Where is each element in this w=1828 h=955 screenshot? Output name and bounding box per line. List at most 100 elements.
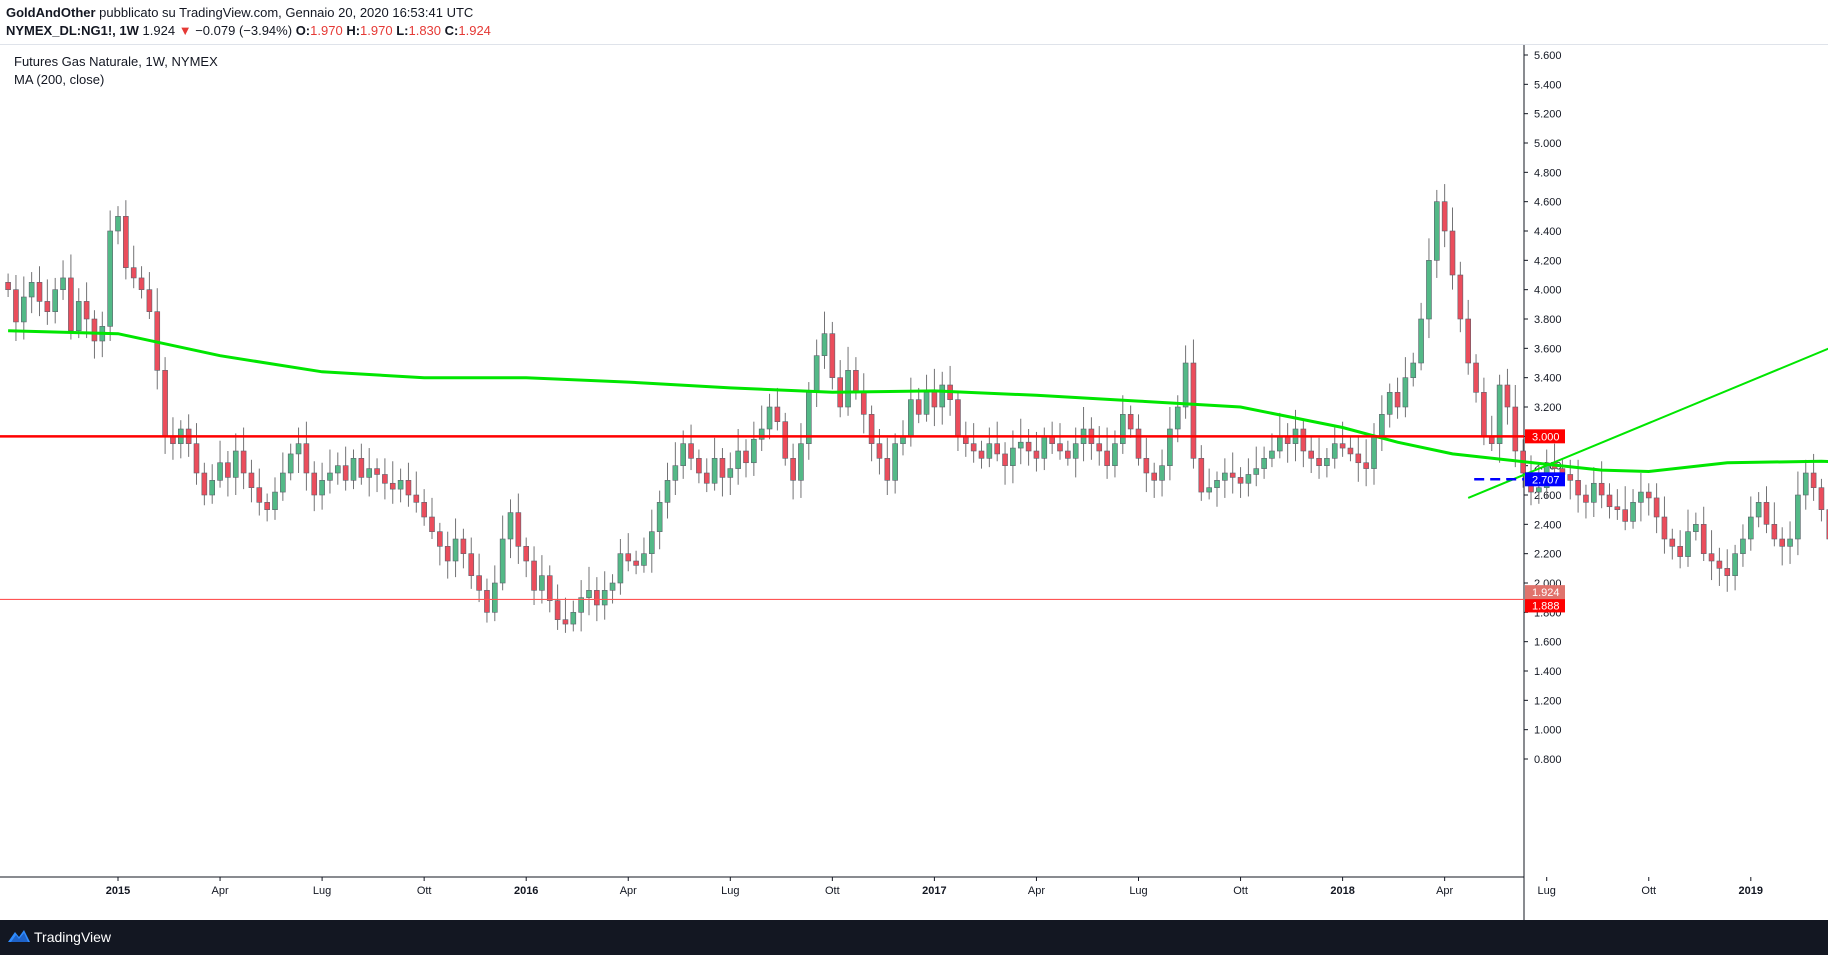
- candle-body: [429, 516, 435, 532]
- candle-body: [130, 267, 137, 279]
- chart-frame[interactable]: 0.800 1.000 1.200 1.400 1.600 1.800 2.000 2.200…: [0, 44, 1828, 921]
- candle-body: [1300, 428, 1307, 452]
- candle: [217, 440, 223, 488]
- candle-body: [1591, 482, 1597, 503]
- candle-body: [1190, 362, 1197, 459]
- candle: [1638, 473, 1644, 522]
- candle: [648, 509, 655, 573]
- candle-body: [539, 575, 545, 591]
- candle: [711, 437, 718, 491]
- candle-body: [1269, 450, 1275, 459]
- candle: [476, 553, 482, 603]
- tradingview-logo-icon[interactable]: [8, 929, 30, 943]
- price-tick-label: 2.200: [1534, 549, 1562, 561]
- publish-header: GoldAndOther pubblicato su TradingView.c…: [0, 0, 1828, 44]
- price-tick-label: 5.200: [1534, 109, 1562, 121]
- candle-body: [790, 458, 796, 481]
- candle: [1222, 458, 1228, 498]
- candle: [680, 430, 687, 479]
- candle-body: [83, 301, 90, 320]
- candle-body: [1229, 472, 1236, 478]
- candle: [83, 282, 90, 339]
- candle: [1818, 478, 1825, 522]
- candle-body: [1622, 509, 1628, 522]
- candle: [1363, 439, 1369, 487]
- candle-body: [1010, 447, 1016, 466]
- candle-body: [1614, 506, 1621, 510]
- candle: [1159, 449, 1165, 497]
- price-axis: 0.8001.0001.2001.4001.6001.8002.0002.200…: [1524, 50, 1562, 766]
- candle: [1473, 354, 1479, 403]
- candle-body: [1598, 482, 1605, 496]
- tradingview-brand[interactable]: TradingView: [34, 929, 112, 945]
- candle-body: [688, 443, 694, 459]
- candle-body: [1355, 453, 1362, 464]
- candle-body: [751, 438, 757, 464]
- candle-body: [491, 582, 498, 613]
- price-tag-label: 2.707: [1532, 474, 1560, 486]
- candle-body: [248, 472, 255, 488]
- candle-body: [1096, 443, 1103, 452]
- candle: [546, 565, 553, 613]
- candle: [1418, 302, 1424, 371]
- candle-body: [1339, 443, 1346, 449]
- candle: [1795, 471, 1801, 556]
- candle: [570, 600, 577, 632]
- candle: [107, 210, 113, 341]
- close-label: C:: [444, 23, 459, 38]
- candle: [1771, 502, 1778, 547]
- candle-body: [813, 355, 820, 393]
- candle-body: [1033, 450, 1040, 459]
- price-tick-label: 5.000: [1534, 138, 1562, 150]
- candle-body: [1426, 260, 1432, 320]
- candle-body: [680, 443, 687, 466]
- candle: [688, 424, 694, 471]
- candle-body: [1371, 436, 1377, 469]
- candle: [1057, 423, 1063, 460]
- trend-line: [1467, 347, 1828, 499]
- candle-body: [107, 230, 113, 327]
- candle-body: [1810, 472, 1817, 488]
- publish-date: pubblicato su TradingView.com, Gennaio 2…: [99, 5, 474, 20]
- candle: [1787, 521, 1793, 564]
- candle: [437, 522, 443, 566]
- candle-body: [1261, 458, 1267, 469]
- candle: [735, 429, 741, 485]
- price-chart[interactable]: 0.8001.0001.2001.4001.6001.8002.0002.200…: [0, 45, 1828, 921]
- candle: [1465, 299, 1471, 375]
- candle-body: [1206, 487, 1212, 493]
- candle: [633, 550, 639, 575]
- candle-body: [711, 458, 718, 484]
- candle: [44, 279, 51, 325]
- candle-body: [1167, 428, 1173, 466]
- price-tick-label: 5.600: [1534, 50, 1562, 62]
- symbol-info: NYMEX_DL:NG1!, 1W 1.924 ▼ −0.079 (−3.94%…: [6, 23, 491, 38]
- candle: [531, 546, 537, 605]
- candle: [1732, 544, 1738, 591]
- candle: [703, 458, 710, 493]
- candle-body: [829, 333, 836, 378]
- publish-info: GoldAndOther pubblicato su TradingView.c…: [6, 5, 473, 20]
- candle: [1151, 462, 1157, 498]
- candle: [1779, 527, 1785, 566]
- candle-body: [515, 512, 522, 547]
- candle-body: [287, 453, 294, 474]
- candle: [1826, 509, 1828, 540]
- time-tick-label: Lug: [313, 885, 331, 897]
- candle-body: [1057, 443, 1063, 452]
- price-tag-label: 3.000: [1532, 431, 1560, 443]
- candle-body: [1818, 487, 1825, 510]
- candle: [5, 273, 11, 297]
- candle: [1622, 486, 1628, 531]
- time-tick-label: Lug: [1129, 885, 1147, 897]
- candle-body: [743, 450, 749, 464]
- candle-body: [633, 560, 639, 566]
- candle-body: [405, 480, 412, 496]
- candle: [75, 288, 82, 339]
- candle-body: [1143, 458, 1150, 474]
- author-name[interactable]: GoldAndOther: [6, 5, 96, 20]
- time-tick-label: 2016: [514, 885, 538, 897]
- price-tick-label: 4.600: [1534, 197, 1562, 209]
- time-tick-label: Apr: [620, 885, 637, 897]
- candle-body: [327, 472, 333, 481]
